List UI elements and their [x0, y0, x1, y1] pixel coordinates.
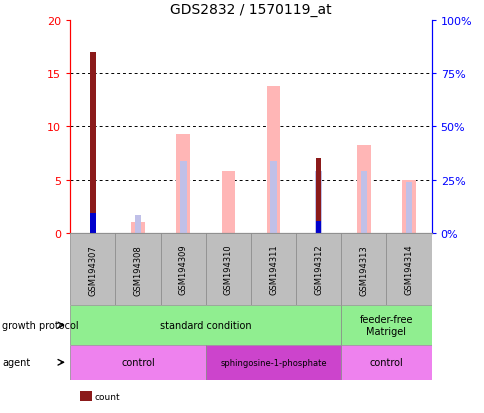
Bar [176, 135, 190, 233]
Bar [316, 221, 321, 233]
Bar [80, 392, 92, 401]
Bar [401, 180, 415, 233]
Bar [115, 233, 160, 306]
Text: standard condition: standard condition [160, 320, 251, 330]
Text: GSM194314: GSM194314 [404, 244, 413, 295]
Bar [70, 306, 341, 345]
Bar [266, 87, 280, 233]
Text: GSM194312: GSM194312 [314, 244, 322, 295]
Bar [205, 345, 341, 380]
Bar [221, 172, 235, 233]
Bar [270, 162, 276, 233]
Bar [341, 306, 431, 345]
Bar [90, 52, 95, 233]
Text: GSM194311: GSM194311 [269, 244, 277, 295]
Text: GSM194309: GSM194309 [179, 244, 187, 295]
Bar [90, 213, 95, 233]
Bar [386, 233, 431, 306]
Title: GDS2832 / 1570119_at: GDS2832 / 1570119_at [170, 3, 331, 17]
Text: control: control [121, 357, 154, 368]
Text: GSM194308: GSM194308 [133, 244, 142, 295]
Bar [251, 233, 296, 306]
Text: agent: agent [2, 357, 30, 368]
Bar [135, 215, 141, 233]
Bar [315, 172, 321, 233]
Text: growth protocol: growth protocol [2, 320, 79, 330]
Bar [360, 172, 366, 233]
Text: count: count [94, 392, 120, 401]
Text: feeder-free
Matrigel: feeder-free Matrigel [359, 314, 412, 336]
Text: control: control [369, 357, 403, 368]
Bar [131, 223, 145, 233]
Bar [405, 182, 411, 233]
Bar [316, 159, 321, 233]
Bar [341, 233, 386, 306]
Text: GSM194313: GSM194313 [359, 244, 368, 295]
Bar [341, 345, 431, 380]
Bar [356, 146, 370, 233]
Text: GSM194307: GSM194307 [88, 244, 97, 295]
Bar [296, 233, 341, 306]
Bar [180, 162, 186, 233]
Text: sphingosine-1-phosphate: sphingosine-1-phosphate [220, 358, 326, 367]
Bar [205, 233, 251, 306]
Bar [70, 233, 115, 306]
Text: GSM194310: GSM194310 [224, 244, 232, 295]
Bar [160, 233, 205, 306]
Bar [70, 345, 205, 380]
